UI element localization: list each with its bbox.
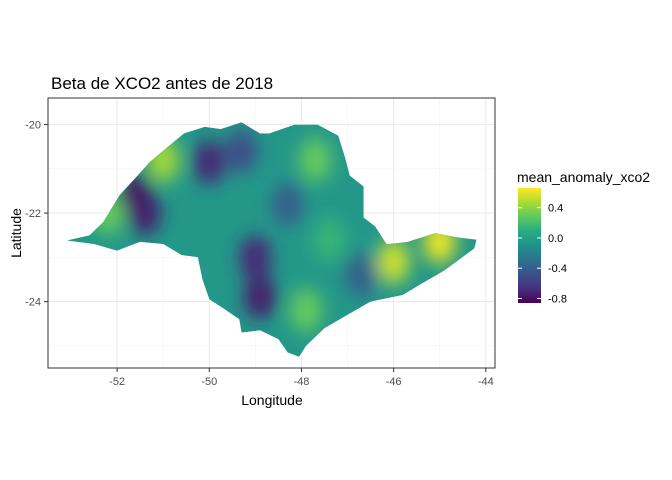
heatmap-layer <box>66 122 477 357</box>
y-tick-label: -20 <box>25 120 41 132</box>
x-tick-label: -48 <box>294 376 310 388</box>
legend-break-label: -0.4 <box>548 263 567 275</box>
legend-break-label: 0.0 <box>548 233 563 245</box>
anomaly-cell <box>299 137 332 182</box>
legend-break-label: -0.8 <box>548 293 567 305</box>
legend-break-label: 0.4 <box>548 203 563 215</box>
y-axis-title: Latitude <box>8 208 24 258</box>
anomaly-blobs <box>91 129 456 333</box>
anomaly-cell <box>313 217 346 262</box>
anomaly-cell <box>271 182 304 227</box>
legend-colorbar <box>518 188 541 303</box>
x-tick-label: -52 <box>109 376 125 388</box>
anomaly-cell <box>128 191 161 236</box>
legend-title: mean_anomaly_xco2 <box>517 169 650 185</box>
x-tick-label: -44 <box>478 376 494 388</box>
x-axis-title: Longitude <box>241 392 303 408</box>
x-tick-label: -50 <box>201 376 217 388</box>
legend-ticks: 0.4 0.0 -0.4 -0.8 <box>518 203 567 305</box>
chart-title: Beta de XCO2 antes de 2018 <box>51 74 273 93</box>
anomaly-cell <box>345 253 378 298</box>
anomaly-cell <box>243 275 276 320</box>
anomaly-cell <box>239 235 272 280</box>
heatmap-base <box>66 122 477 357</box>
plot-border <box>47 97 496 369</box>
anomaly-cell <box>290 288 323 333</box>
x-tick-label: -46 <box>386 376 402 388</box>
anomaly-cell <box>225 129 258 174</box>
anomaly-cell <box>377 239 410 284</box>
y-tick-label: -22 <box>25 208 41 220</box>
anomaly-cell <box>193 140 226 185</box>
legend: mean_anomaly_xco2 0.4 0.0 -0.4 -0.8 <box>517 169 650 305</box>
axis-ticks: -52 -50 -48 -46 -44 -20 -22 -24 <box>25 120 494 388</box>
y-tick-label: -24 <box>25 297 41 309</box>
